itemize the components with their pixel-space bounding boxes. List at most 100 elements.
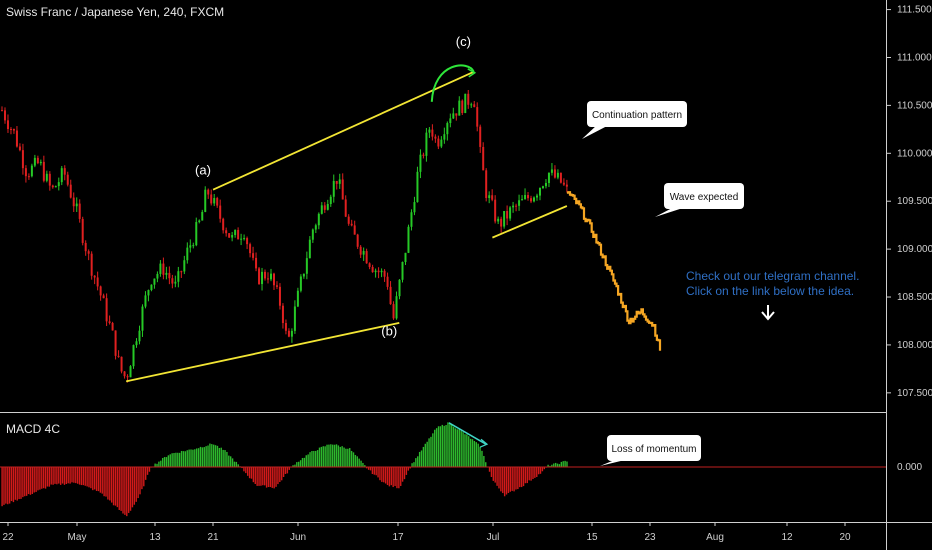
macd-bar — [80, 467, 83, 486]
candle — [105, 293, 108, 327]
macd-bar — [401, 467, 404, 482]
candle — [54, 185, 57, 188]
candle — [515, 203, 518, 212]
macd-bar — [354, 454, 357, 467]
macd-bar — [537, 467, 540, 475]
candle — [550, 163, 553, 176]
candle — [132, 344, 135, 369]
candle — [18, 143, 21, 152]
candle — [353, 220, 356, 235]
callout-continuation-pattern[interactable]: Continuation pattern — [582, 101, 687, 139]
macd-bar — [247, 467, 249, 476]
macd-bar — [167, 455, 170, 467]
candle — [356, 233, 359, 249]
macd-bar — [184, 451, 187, 467]
candle — [479, 124, 482, 153]
macd-bar — [248, 467, 251, 479]
macd-bar — [456, 429, 459, 467]
macd-bar — [424, 443, 426, 467]
macd-bar — [44, 467, 47, 489]
trendline-1[interactable] — [125, 322, 400, 383]
macd-bar — [67, 467, 69, 484]
macd-bar — [305, 455, 307, 467]
candle — [33, 154, 36, 168]
macd-histogram — [0, 422, 886, 517]
macd-bar — [498, 467, 500, 489]
macd-bar — [462, 432, 464, 467]
candle — [222, 217, 225, 234]
macd-bar — [473, 440, 476, 467]
annotations: (a) (b) (c) Continuation pattern Wave expect… — [195, 34, 775, 466]
candle — [422, 152, 425, 159]
macd-bar — [356, 456, 358, 467]
macd-bar — [556, 463, 559, 467]
macd-bar — [503, 467, 506, 497]
macd-bar — [8, 467, 11, 504]
candle — [275, 281, 278, 290]
macd-bar — [282, 467, 285, 477]
callout-loss-of-momentum-text: Loss of momentum — [611, 444, 696, 455]
candle — [138, 325, 141, 345]
macd-bar — [211, 444, 213, 467]
macd-bar — [434, 429, 436, 467]
macd-bar — [143, 467, 145, 487]
macd-bar — [505, 467, 508, 495]
macd-bar — [254, 467, 256, 485]
macd-bar — [27, 467, 30, 495]
macd-bar — [63, 467, 66, 485]
macd-bar — [137, 467, 139, 499]
candle — [428, 127, 431, 138]
candle — [284, 319, 287, 335]
macd-bar — [222, 449, 224, 467]
macd-bar — [216, 445, 219, 467]
callout-loss-of-momentum[interactable]: Loss of momentum — [600, 435, 701, 466]
candle — [252, 246, 255, 261]
candle — [467, 89, 470, 109]
macd-bar — [313, 450, 315, 467]
macd-bar — [339, 446, 341, 467]
trendline-2[interactable] — [212, 71, 475, 191]
macd-bar — [229, 456, 232, 467]
callout-wave-expected[interactable]: Wave expected — [655, 183, 744, 217]
macd-bar — [214, 445, 217, 467]
price-tick-label: 108.500 — [897, 292, 932, 303]
candle — [114, 330, 117, 360]
macd-bar — [109, 467, 111, 501]
macd-bar — [520, 467, 523, 488]
candle — [237, 227, 240, 240]
candle — [150, 284, 153, 292]
macd-bar — [288, 467, 290, 470]
wave-arc — [430, 64, 475, 102]
candle — [562, 178, 565, 186]
macd-bar — [178, 452, 181, 467]
candle — [323, 202, 326, 213]
macd-bar — [25, 467, 28, 496]
macd-bar — [447, 422, 449, 467]
macd-bar — [298, 461, 300, 467]
candle — [494, 195, 497, 224]
candle — [69, 179, 72, 199]
candle — [246, 236, 249, 250]
candle — [314, 223, 317, 234]
candle — [213, 193, 216, 207]
time-tick-label: 22 — [2, 532, 14, 543]
macd-bar — [539, 467, 542, 474]
macd-bar — [169, 454, 171, 467]
candle — [392, 301, 395, 320]
macd-bar — [165, 457, 168, 467]
macd-bar — [18, 467, 20, 500]
macd-bar — [10, 467, 13, 502]
macd-bar — [364, 465, 366, 467]
trendline-3[interactable] — [492, 205, 568, 239]
macd-bar — [390, 467, 392, 486]
time-tick-label: 21 — [207, 532, 219, 543]
macd-bar — [417, 456, 419, 467]
macd-bar — [86, 467, 88, 487]
candle — [470, 102, 473, 108]
macd-bar — [445, 425, 447, 467]
candle — [386, 272, 389, 290]
macd-bar — [303, 457, 306, 467]
macd-bar — [477, 443, 479, 467]
candle — [413, 196, 416, 216]
